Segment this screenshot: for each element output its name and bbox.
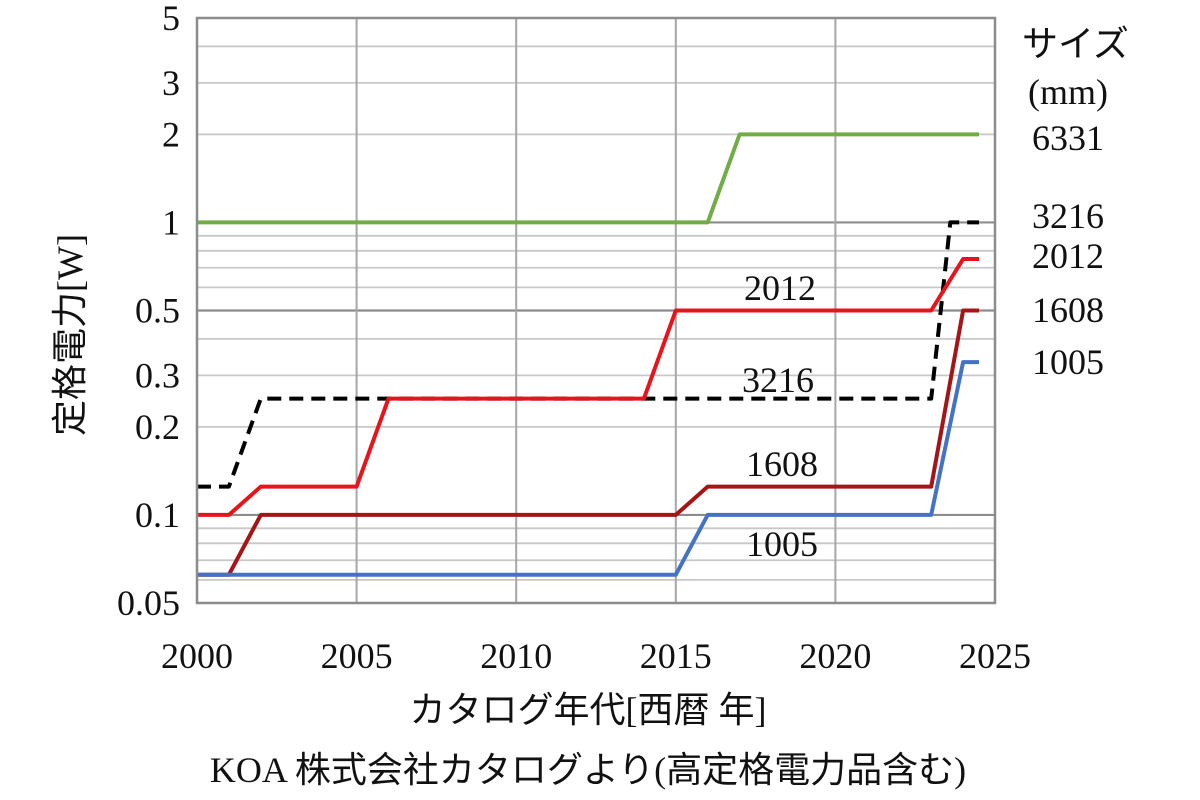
series-line-3216	[197, 220, 979, 489]
x-tick-label: 2000	[161, 636, 233, 676]
y-tick-label: 0.1	[135, 495, 180, 535]
y-tick-label: 0.3	[135, 355, 180, 395]
legend-label-3216: 3216	[1032, 196, 1104, 236]
series-line-6331	[197, 132, 979, 225]
inline-label-2012: 2012	[744, 268, 816, 308]
y-tick-label: 3	[162, 63, 180, 103]
series-line-2012	[197, 257, 979, 517]
x-tick-label: 2015	[640, 636, 712, 676]
y-tick-label: 1	[162, 202, 180, 242]
chart-caption: KOA 株式会社カタログより(高定格電力品含む)	[210, 750, 966, 790]
inline-label-1005: 1005	[746, 524, 818, 564]
x-tick-label: 2020	[799, 636, 871, 676]
x-tick-label: 2025	[959, 636, 1031, 676]
y-axis-title: 定格電力[W]	[50, 234, 90, 436]
x-axis-title: カタログ年代[西暦 年]	[410, 690, 767, 730]
x-tick-label: 2005	[321, 636, 393, 676]
legend-title-unit: (mm)	[1028, 72, 1108, 112]
legend-title-size: サイズ	[1022, 24, 1129, 64]
y-tick-label: 0.2	[135, 407, 180, 447]
series-line-1608	[197, 308, 979, 577]
x-tick-labels: 2000 2005 2010 2015 2020 2025	[161, 636, 1031, 676]
inline-label-1608: 1608	[746, 444, 818, 484]
y-tick-labels: 0.05 0.1 0.2 0.3 0.5 1 2 3 5	[117, 0, 180, 623]
legend-label-2012: 2012	[1032, 236, 1104, 276]
plot-frame	[195, 16, 997, 605]
x-tick-label: 2010	[480, 636, 552, 676]
y-tick-label: 0.05	[117, 583, 180, 623]
legend-label-6331: 6331	[1032, 118, 1104, 158]
legend-label-1608: 1608	[1032, 290, 1104, 330]
series-lines	[197, 132, 979, 577]
y-tick-label: 5	[162, 0, 180, 38]
inline-label-3216: 3216	[742, 360, 814, 400]
legend-label-1005: 1005	[1032, 342, 1104, 382]
y-tick-label: 2	[162, 114, 180, 154]
series-line-1005	[197, 360, 979, 577]
y-tick-label: 0.5	[135, 291, 180, 331]
